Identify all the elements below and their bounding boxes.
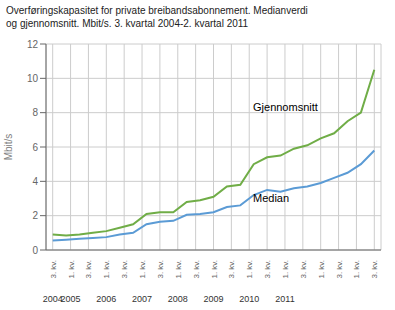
svg-text:3. kv.: 3. kv.	[84, 260, 93, 279]
svg-text:10: 10	[27, 73, 39, 84]
svg-text:3. kv.: 3. kv.	[370, 260, 379, 279]
svg-text:1. kv.: 1. kv.	[102, 260, 111, 279]
svg-text:Mbit/s: Mbit/s	[8, 134, 14, 161]
svg-text:8: 8	[32, 107, 38, 118]
svg-text:1. kv.: 1. kv.	[174, 260, 183, 279]
svg-text:1. kv.: 1. kv.	[210, 260, 219, 279]
svg-text:Gjennomsnitt: Gjennomsnitt	[253, 101, 318, 113]
svg-text:1. kv.: 1. kv.	[317, 260, 326, 279]
svg-text:6: 6	[32, 142, 38, 153]
svg-text:1. kv.: 1. kv.	[281, 260, 290, 279]
svg-text:1. kv.: 1. kv.	[352, 260, 361, 279]
svg-text:3. kv.: 3. kv.	[299, 260, 308, 279]
svg-text:Median: Median	[253, 192, 289, 204]
svg-text:4: 4	[32, 176, 38, 187]
svg-text:3. kv.: 3. kv.	[49, 260, 58, 279]
svg-text:12: 12	[27, 39, 39, 50]
svg-text:3. kv.: 3. kv.	[192, 260, 201, 279]
svg-text:2007: 2007	[132, 294, 152, 304]
svg-text:3. kv.: 3. kv.	[263, 260, 272, 279]
svg-text:2005: 2005	[61, 294, 81, 304]
svg-text:1. kv.: 1. kv.	[245, 260, 254, 279]
svg-text:3. kv.: 3. kv.	[120, 260, 129, 279]
svg-text:2004: 2004	[42, 294, 63, 304]
svg-text:2011: 2011	[275, 294, 294, 304]
svg-text:2010: 2010	[239, 294, 259, 304]
html-text:Overføringskapasitet for priva: Overføringskapasitet for private breiban…	[6, 5, 308, 29]
svg-text:2009: 2009	[203, 294, 223, 304]
svg-text:1. kv.: 1. kv.	[67, 260, 76, 279]
svg-text:1. kv.: 1. kv.	[138, 260, 147, 279]
svg-text:2008: 2008	[168, 294, 188, 304]
svg-text:2006: 2006	[96, 294, 116, 304]
svg-text:2: 2	[32, 210, 38, 221]
svg-text:3. kv.: 3. kv.	[335, 260, 344, 279]
svg-text:3. kv.: 3. kv.	[227, 260, 236, 279]
svg-text:3. kv.: 3. kv.	[156, 260, 165, 279]
svg-text:0: 0	[32, 245, 38, 256]
